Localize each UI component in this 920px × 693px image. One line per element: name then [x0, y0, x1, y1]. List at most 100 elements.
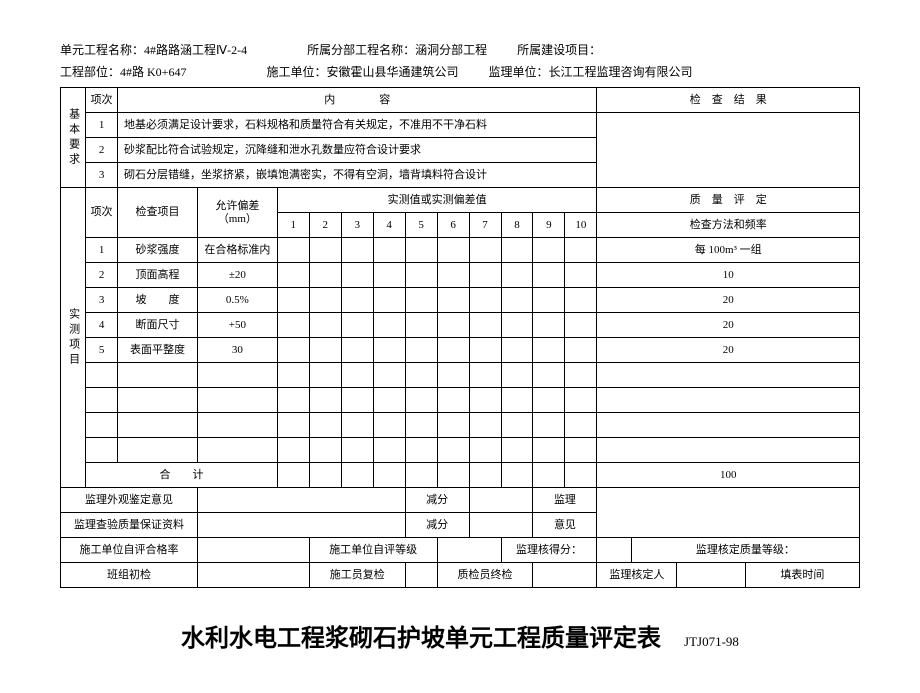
project: 所属建设项目：: [517, 40, 601, 62]
m-freq: 20: [597, 288, 860, 313]
basic-no: 1: [86, 113, 118, 138]
col-5: 5: [405, 213, 437, 238]
measured-row-1: 1 砂浆强度 在合格标准内 每 100m³ 一组: [61, 238, 860, 263]
title-block: 水利水电工程浆砌石护坡单元工程质量评定表 JTJ071-98: [60, 618, 860, 653]
basic-no: 3: [86, 163, 118, 188]
unit-name-value: 4#路路涵工程Ⅳ-2-4: [144, 43, 247, 57]
basic-content: 砂浆配比符合试验规定，沉降缝和泄水孔数量应符合设计要求: [118, 138, 597, 163]
qa-data: 监理查验质量保证资料: [61, 513, 198, 538]
basic-header-row: 基本要求 项次 内 容 检 查 结 果: [61, 88, 860, 113]
contractor: 施工单位：安徽霍山县华通建筑公司: [266, 62, 458, 84]
measured-header-1: 实测项目 项次 检查项目 允许偏差（mm） 实测值或实测偏差值 质 量 评 定: [61, 188, 860, 213]
col-9: 9: [533, 213, 565, 238]
measured-sum: 合 计 100: [61, 463, 860, 488]
m-tol: 在合格标准内: [197, 238, 277, 263]
m-tol: 0.5%: [197, 288, 277, 313]
col-4: 4: [373, 213, 405, 238]
measured-row-5: 5 表面平整度 30 20: [61, 338, 860, 363]
basic-col-content: 内 容: [118, 88, 597, 113]
qc-final: 质检员终检: [437, 563, 533, 588]
col-10: 10: [565, 213, 597, 238]
basic-col-no: 项次: [86, 88, 118, 113]
sum-label: 合 计: [86, 463, 278, 488]
basic-result-cell: [597, 113, 860, 188]
project-label: 所属建设项目：: [517, 43, 601, 57]
supervisor: 监理单位：长江工程监理咨询有限公司: [488, 62, 692, 84]
m-no: 2: [86, 263, 118, 288]
bottom-row-1: 监理外观鉴定意见 减分 监理: [61, 488, 860, 513]
unit-name: 单元工程名称：4#路路涵工程Ⅳ-2-4: [60, 40, 247, 62]
constructor-recheck: 施工员复检: [309, 563, 405, 588]
col-2: 2: [309, 213, 341, 238]
deduct: 减分: [405, 488, 469, 513]
measured-empty-2: [61, 388, 860, 413]
header-info: 单元工程名称：4#路路涵工程Ⅳ-2-4 所属分部工程名称：涵洞分部工程 所属建设…: [60, 40, 860, 83]
fill-time: 填表时间: [745, 563, 859, 588]
measured-row-2: 2 顶面高程 ±20 10: [61, 263, 860, 288]
basic-sidebar: 基本要求: [61, 88, 86, 188]
m-item: 表面平整度: [118, 338, 198, 363]
location-value: 4#路 K0+647: [120, 65, 186, 79]
title-main: 水利水电工程浆砌石护坡单元工程质量评定表: [181, 626, 661, 652]
measured-col-tol: 允许偏差（mm）: [197, 188, 277, 238]
supervisor-label: 监理单位：: [488, 65, 548, 79]
main-table: 基本要求 项次 内 容 检 查 结 果 1 地基必须满足设计要求，石料规格和质量…: [60, 87, 860, 588]
measured-col-item: 检查项目: [118, 188, 198, 238]
supervisor-value: 长江工程监理咨询有限公司: [549, 65, 693, 79]
location-label: 工程部位：: [60, 65, 120, 79]
measured-col-values: 实测值或实测偏差值: [277, 188, 597, 213]
m-freq: 10: [597, 263, 860, 288]
col-1: 1: [277, 213, 309, 238]
basic-col-result: 检 查 结 果: [597, 88, 860, 113]
location: 工程部位：4#路 K0+647: [60, 62, 186, 84]
measured-empty-4: [61, 438, 860, 463]
ext-opinion: 监理外观鉴定意见: [61, 488, 198, 513]
m-item: 坡 度: [118, 288, 198, 313]
measured-sidebar: 实测项目: [61, 188, 86, 488]
contractor-value: 安徽霍山县华通建筑公司: [326, 65, 458, 79]
col-7: 7: [469, 213, 501, 238]
bottom-row-3: 施工单位自评合格率 施工单位自评等级 监理核得分： 监理核定质量等级：: [61, 538, 860, 563]
m-freq: 20: [597, 338, 860, 363]
basic-content: 砌石分层错缝，坐浆挤紧，嵌填饱满密实，不得有空洞，墙背填料符合设计: [118, 163, 597, 188]
basic-row-1: 1 地基必须满足设计要求，石料规格和质量符合有关规定，不准用不干净石料: [61, 113, 860, 138]
title-code: JTJ071-98: [684, 634, 739, 649]
m-tol: +50: [197, 313, 277, 338]
measured-row-4: 4 断面尺寸 +50 20: [61, 313, 860, 338]
m-tol: 30: [197, 338, 277, 363]
section-name-value: 涵洞分部工程: [415, 43, 487, 57]
bottom-row-4: 班组初检 施工员复检 质检员终检 监理核定人 填表时间: [61, 563, 860, 588]
m-no: 4: [86, 313, 118, 338]
basic-content: 地基必须满足设计要求，石料规格和质量符合有关规定，不准用不干净石料: [118, 113, 597, 138]
m-item: 断面尺寸: [118, 313, 198, 338]
m-item: 顶面高程: [118, 263, 198, 288]
opinion: 意见: [533, 513, 597, 538]
m-item: 砂浆强度: [118, 238, 198, 263]
contractor-label: 施工单位：: [266, 65, 326, 79]
m-no: 5: [86, 338, 118, 363]
super-person: 监理核定人: [597, 563, 677, 588]
measured-col-freq: 检查方法和频率: [597, 213, 860, 238]
m-no: 1: [86, 238, 118, 263]
measured-empty-1: [61, 363, 860, 388]
section-name-label: 所属分部工程名称：: [307, 43, 415, 57]
m-freq: 20: [597, 313, 860, 338]
basic-no: 2: [86, 138, 118, 163]
team-check: 班组初检: [61, 563, 198, 588]
m-no: 3: [86, 288, 118, 313]
measured-col-no: 项次: [86, 188, 118, 238]
m-tol: ±20: [197, 263, 277, 288]
measured-col-quality: 质 量 评 定: [597, 188, 860, 213]
sum-value: 100: [597, 463, 860, 488]
super-grade: 监理核定质量等级：: [631, 538, 859, 563]
measured-empty-3: [61, 413, 860, 438]
super: 监理: [533, 488, 597, 513]
self-rate: 施工单位自评合格率: [61, 538, 198, 563]
unit-name-label: 单元工程名称：: [60, 43, 144, 57]
col-6: 6: [437, 213, 469, 238]
col-3: 3: [341, 213, 373, 238]
m-freq: 每 100m³ 一组: [597, 238, 860, 263]
col-8: 8: [501, 213, 533, 238]
self-grade: 施工单位自评等级: [309, 538, 437, 563]
section-name: 所属分部工程名称：涵洞分部工程: [307, 40, 487, 62]
